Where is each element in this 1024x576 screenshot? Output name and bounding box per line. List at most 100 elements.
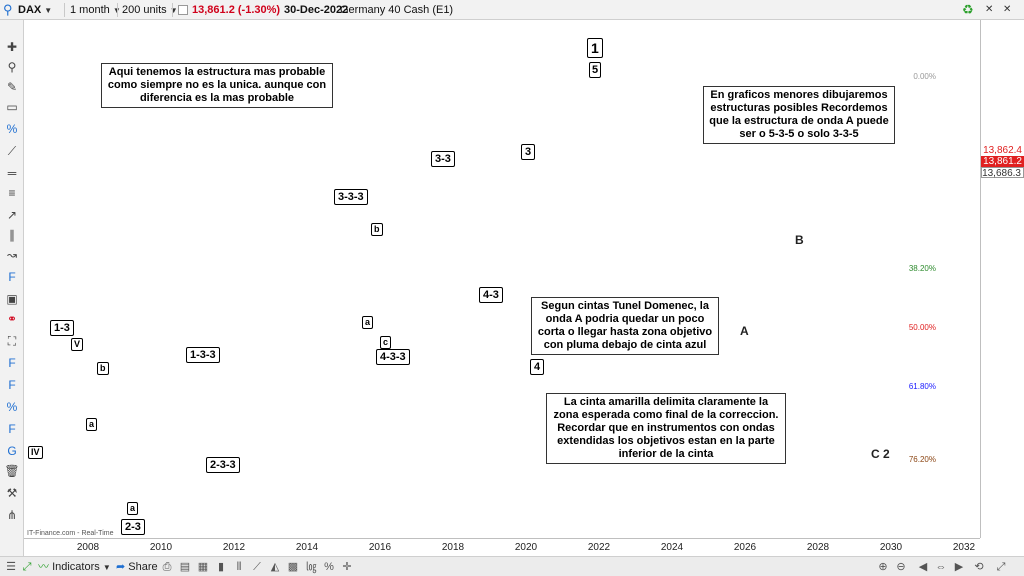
close-icon[interactable]: ✕ [1003, 4, 1012, 15]
wave-label[interactable]: c [380, 336, 392, 349]
wave-label[interactable]: a [86, 418, 98, 431]
fibonacci-icon[interactable]: F [8, 270, 16, 284]
fib-time-icon[interactable]: % [6, 400, 18, 414]
chevron-down-icon: ▼ [113, 6, 121, 15]
top-toolbar: ⚲ DAX ▼ 1 month ▼ 200 units ▼ 13,861.2 (… [0, 0, 1024, 20]
wave-label[interactable]: a [362, 316, 374, 329]
wave-label[interactable]: 1-3-3 [186, 347, 220, 363]
hline-icon[interactable]: ═ [7, 166, 17, 180]
x-tick-label: 2028 [806, 542, 830, 553]
indicators-label: Indicators [52, 561, 100, 573]
wave-label[interactable]: b [97, 362, 109, 375]
share-icon: ➦ [116, 561, 126, 573]
gann-icon[interactable]: ⛶ [7, 334, 17, 348]
area-type-icon[interactable]: ◭ [270, 561, 280, 573]
ruler-icon[interactable]: ▭ [6, 100, 18, 114]
note-smaller-charts[interactable]: En graficos menores dibujaremos estructu… [703, 86, 895, 144]
wave-label[interactable]: 4-3-3 [376, 349, 410, 365]
scroll-right-icon[interactable]: ▶ [954, 561, 964, 573]
price-axis[interactable]: 18,00017,00016,00015,00014,00013,00012,0… [980, 20, 1024, 538]
wave-label-c2[interactable]: C 2 [871, 447, 890, 461]
price-tag-last: 13,861.2 [981, 156, 1024, 167]
share-button[interactable]: ➦ Share [116, 559, 158, 575]
show-price-checkbox[interactable] [178, 5, 188, 15]
line-type-icon[interactable]: ⟋ [253, 561, 261, 573]
fib-ext-icon[interactable]: F [8, 422, 16, 436]
percent-tool-icon[interactable]: % [6, 122, 18, 136]
wave-label-b[interactable]: B [795, 233, 804, 247]
x-tick-label: 2026 [733, 542, 757, 553]
compare-icon[interactable]: ⤢ [22, 561, 32, 573]
wave-label[interactable]: 3 [521, 144, 536, 160]
scroll-left-icon[interactable]: ◀ [918, 561, 928, 573]
fib-label: 76.20% [908, 455, 936, 464]
settings-icon[interactable]: ✕ [985, 4, 994, 15]
wave-label[interactable]: V [71, 338, 84, 351]
cycle-icon[interactable]: ⚭ [6, 312, 18, 326]
tools-icon[interactable]: ⚒ [6, 486, 18, 500]
x-tick-label: 2016 [368, 542, 392, 553]
heikin-icon[interactable]: ▩ [287, 561, 299, 573]
time-axis[interactable]: 2008 2010 2012 2014 2016 2018 2020 2022 2024 2026… [24, 538, 980, 556]
fit-icon[interactable]: ⇔ [935, 561, 947, 573]
fib-label: 0.00% [913, 72, 936, 81]
chart-list-icon[interactable]: ☰ [6, 561, 16, 573]
fib-label: 50.00% [908, 323, 936, 332]
drawing-tools: ✚ ⚲ ✎ ▭ % ⟋ ═ ≡ ↗ ∥ ↝ F ▣ ⚭ ⛶ F F % F G … [0, 20, 24, 556]
pencil-icon[interactable]: ✎ [6, 80, 18, 94]
zoom-out-icon[interactable]: ⊖ [896, 561, 906, 573]
wave-label[interactable]: 2-3 [121, 519, 145, 535]
wave-label[interactable]: 3-3-3 [334, 189, 368, 205]
wave-label[interactable]: 1 [587, 38, 603, 58]
fullscreen-icon[interactable]: ⤢ [996, 561, 1006, 573]
wave-label[interactable]: a [127, 502, 139, 515]
crosshair-toggle-icon[interactable]: ✛ [342, 561, 352, 573]
note-probable-structure[interactable]: Aqui tenemos la estructura mas probable … [101, 63, 333, 108]
note-yellow-band[interactable]: La cinta amarilla delimita claramente la… [546, 393, 786, 464]
price-tag: 13,862.4 [981, 145, 1024, 156]
gann-g-icon[interactable]: G [7, 444, 17, 458]
wave-label[interactable]: 2-3-3 [206, 457, 240, 473]
fib-fan-icon[interactable]: F [8, 356, 16, 370]
image-icon[interactable]: ▤ [179, 561, 191, 573]
wave-label[interactable]: 3-3 [431, 151, 455, 167]
last-price: 13,861.2 (-1.30%) [192, 4, 281, 16]
wave-label[interactable]: 5 [589, 62, 602, 78]
wave-label[interactable]: 4-3 [479, 287, 503, 303]
zoom-in-icon[interactable]: ⊕ [878, 561, 888, 573]
instrument-name: Germany 40 Cash (E1) [340, 4, 454, 16]
wave-label[interactable]: 1-3 [50, 320, 74, 336]
zoom-icon[interactable]: ⚲ [7, 60, 17, 74]
arc-icon[interactable]: ↝ [6, 248, 18, 262]
grid-icon[interactable]: ▦ [197, 561, 209, 573]
log-scale-icon[interactable]: ㏒ [305, 561, 317, 573]
indicators-button[interactable]: 〰 Indicators ▼ [38, 559, 111, 575]
fib-arc-icon[interactable]: F [8, 378, 16, 392]
candle-type-icon[interactable]: ▮ [217, 561, 225, 573]
trendline-icon[interactable]: ⟋ [7, 144, 17, 158]
ray-icon[interactable]: ↗ [6, 208, 18, 222]
data-credit: IT-Finance.com - Real-Time [27, 530, 114, 537]
print-icon[interactable]: ⎙ [162, 561, 172, 573]
reset-icon[interactable]: ⟲ [974, 561, 984, 573]
note-tunel-domenec[interactable]: Segun cintas Tunel Domenec, la onda A po… [531, 297, 719, 355]
wave-label[interactable]: b [371, 223, 383, 236]
symbol-selector[interactable]: DAX ▼ [18, 0, 52, 20]
fib-label: 61.80% [908, 382, 936, 391]
units-selector[interactable]: 200 units ▼ [122, 0, 178, 20]
wave-label-a[interactable]: A [740, 324, 749, 338]
channel-icon[interactable]: ≡ [8, 186, 16, 200]
timeframe-selector[interactable]: 1 month ▼ [70, 0, 121, 20]
crosshair-icon[interactable]: ✚ [6, 40, 18, 54]
x-tick-label: 2032 [952, 542, 976, 553]
refresh-icon[interactable]: ♻ [962, 2, 974, 17]
trash-icon[interactable]: 🗑 [4, 464, 20, 478]
chart-panel-icon[interactable]: ⚲ [3, 2, 13, 17]
wave-label[interactable]: 4 [530, 359, 545, 375]
wave-label[interactable]: IV [28, 446, 43, 459]
rectangle-icon[interactable]: ▣ [6, 292, 18, 306]
percent-scale-icon[interactable]: % [324, 561, 334, 573]
parallel-icon[interactable]: ∥ [9, 228, 15, 242]
magnet-icon[interactable]: ⋔ [6, 508, 18, 522]
bar-type-icon[interactable]: ⫴ [236, 561, 242, 573]
